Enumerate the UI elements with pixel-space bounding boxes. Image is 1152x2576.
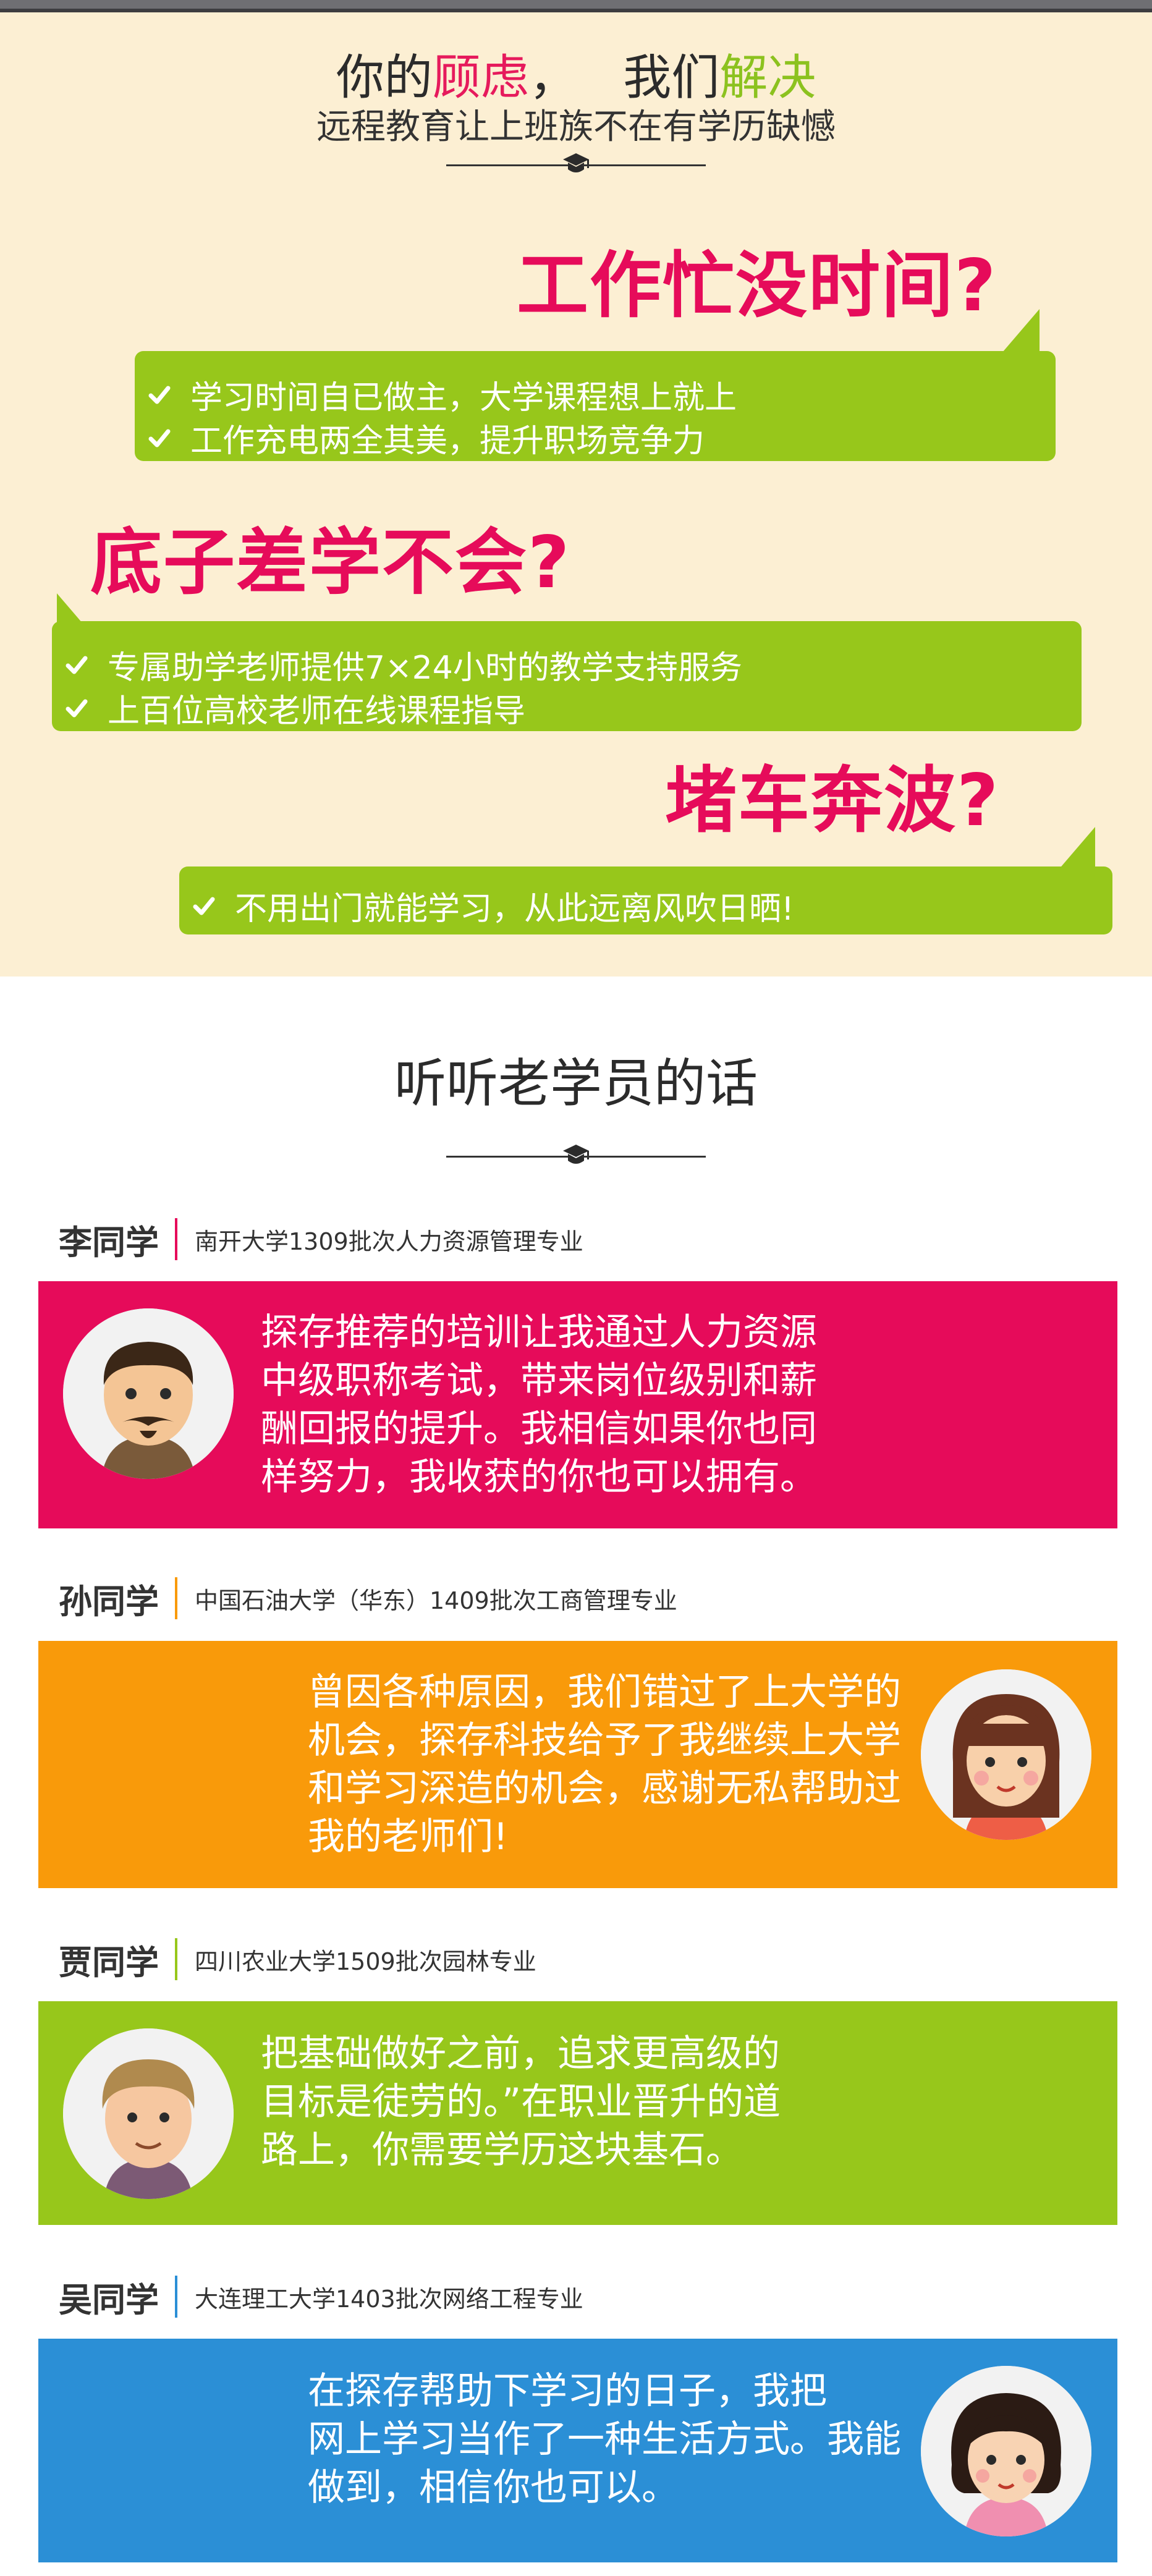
student-3-header: 贾同学 四川农业大学1509批次园林专业 xyxy=(59,1934,536,1984)
student-school: 南开大学1309批次人力资源管理专业 xyxy=(195,1227,583,1255)
concern-2-title: 底子差学不会? xyxy=(90,521,571,604)
student-name: 贾同学 xyxy=(59,1943,159,1982)
concern-1-line-2: 工作充电两全其美，提升职场竞争力 xyxy=(147,415,705,461)
checkmark-icon xyxy=(193,897,215,915)
concern-3-bubble: 不用出门就能学习，从此远离风吹日晒! xyxy=(179,866,1112,934)
concern-3-title: 堵车奔波? xyxy=(665,759,1000,842)
concern-1-line-1: 学习时间自已做主，大学课程想上就上 xyxy=(147,371,737,418)
checkmark-icon xyxy=(66,656,88,674)
concern-3-line-1: 不用出门就能学习，从此远离风吹日晒! xyxy=(192,883,794,929)
student-avatar-icon xyxy=(63,2028,234,2199)
testimonial-quote: 把基础做好之前，追求更高级的 目标是徒劳的。”在职业晋升的道 路上，你需要学历这… xyxy=(261,2032,781,2172)
testimonial-card-3: 把基础做好之前，追求更高级的 目标是徒劳的。”在职业晋升的道 路上，你需要学历这… xyxy=(38,2001,1117,2225)
title-highlight-worry: 顾虑 xyxy=(432,50,529,106)
testimonials-title: 听听老学员的话 xyxy=(394,1053,758,1114)
concern-1-bubble: 学习时间自已做主，大学课程想上就上 工作充电两全其美，提升职场竞争力 xyxy=(135,351,1056,461)
name-separator xyxy=(175,1577,177,1619)
testimonial-quote: 在探存帮助下学习的日子，我把 网上学习当作了一种生活方式。我能 做到，相信你也可… xyxy=(308,2370,901,2509)
student-avatar-icon xyxy=(63,1308,234,1479)
checkmark-icon xyxy=(66,699,88,717)
title-part2: ， 我们 xyxy=(528,50,720,106)
title-highlight-solve: 解决 xyxy=(719,50,816,106)
top-strip xyxy=(0,0,1152,12)
concerns-subtitle: 远程教育让上班族不在有学历缺憾 xyxy=(316,106,836,147)
concerns-section: 你的顾虑， 我们解决 远程教育让上班族不在有学历缺憾 工作忙没时间? 学习时间自… xyxy=(0,12,1152,977)
concern-2-line-2: 上百位高校老师在线课程指导 xyxy=(64,685,525,731)
testimonial-card-4: 在探存帮助下学习的日子，我把 网上学习当作了一种生活方式。我能 做到，相信你也可… xyxy=(38,2339,1117,2562)
student-avatar-icon xyxy=(921,1669,1091,1840)
concern-2-line-1: 专属助学老师提供7×24小时的教学支持服务 xyxy=(64,642,742,688)
student-school: 四川农业大学1509批次园林专业 xyxy=(195,1947,536,1975)
bubble-1-tail xyxy=(1002,309,1040,352)
student-avatar-icon xyxy=(921,2366,1091,2536)
name-separator xyxy=(175,1938,177,1980)
concern-2-bubble: 专属助学老师提供7×24小时的教学支持服务 上百位高校老师在线课程指导 xyxy=(52,621,1082,731)
concerns-title: 你的顾虑， 我们解决 xyxy=(0,50,1152,106)
name-separator xyxy=(175,2276,177,2318)
testimonials-divider xyxy=(446,1138,706,1173)
student-name: 吴同学 xyxy=(59,2280,159,2320)
student-2-header: 孙同学 中国石油大学（华东）1409批次工商管理专业 xyxy=(59,1574,677,1623)
student-name: 孙同学 xyxy=(59,1582,159,1621)
student-1-header: 李同学 南开大学1309批次人力资源管理专业 xyxy=(59,1214,583,1264)
concerns-divider xyxy=(446,147,706,182)
bubble-3-tail xyxy=(1058,827,1095,870)
name-separator xyxy=(175,1218,177,1260)
concerns-heading: 你的顾虑， 我们解决 远程教育让上班族不在有学历缺憾 xyxy=(0,50,1152,148)
testimonial-card-2: 曾因各种原因，我们错过了上大学的 机会，探存科技给予了我继续上大学 和学习深造的… xyxy=(38,1641,1117,1888)
student-school: 大连理工大学1403批次网络工程专业 xyxy=(195,2285,583,2313)
student-school: 中国石油大学（华东）1409批次工商管理专业 xyxy=(195,1587,677,1614)
checkmark-icon xyxy=(148,386,171,404)
graduation-cap-icon xyxy=(563,1145,589,1164)
checkmark-icon xyxy=(148,429,171,447)
student-name: 李同学 xyxy=(59,1222,159,1262)
testimonial-card-1: 探存推荐的培训让我通过人力资源 中级职称考试，带来岗位级别和薪 酬回报的提升。我… xyxy=(38,1281,1117,1528)
student-4-header: 吴同学 大连理工大学1403批次网络工程专业 xyxy=(59,2272,583,2321)
graduation-cap-icon xyxy=(563,153,589,172)
testimonial-quote: 曾因各种原因，我们错过了上大学的 机会，探存科技给予了我继续上大学 和学习深造的… xyxy=(308,1671,901,1858)
title-part1: 你的 xyxy=(336,50,433,106)
concern-1-title: 工作忙没时间? xyxy=(517,244,997,328)
testimonial-quote: 探存推荐的培训让我通过人力资源 中级职称考试，带来岗位级别和薪 酬回报的提升。我… xyxy=(261,1311,817,1499)
